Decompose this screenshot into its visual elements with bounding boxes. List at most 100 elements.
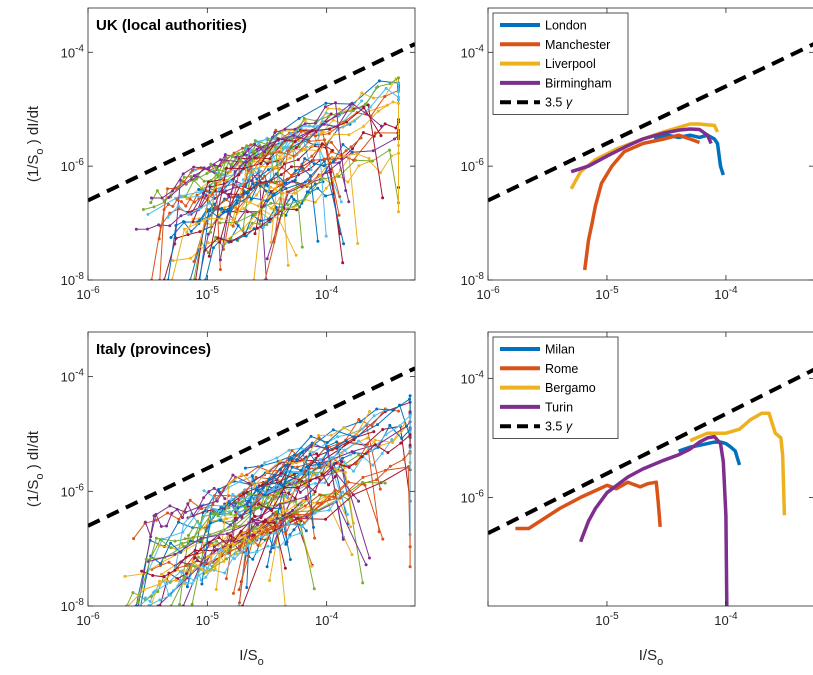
trajectory-point	[350, 150, 354, 154]
trajectory-point	[349, 525, 353, 529]
trajectory-point	[292, 154, 296, 158]
trajectory-point	[287, 519, 291, 523]
trajectory-point	[234, 180, 238, 184]
trajectory-point	[347, 200, 351, 204]
y-tick-label: 10-4	[61, 368, 85, 385]
trajectory-point	[150, 196, 153, 200]
trajectory-point	[148, 600, 152, 603]
trajectory-point	[383, 481, 387, 485]
trajectory-point	[141, 208, 145, 211]
trajectory-point	[252, 212, 256, 216]
trajectory-point	[185, 585, 189, 589]
trajectory-point	[243, 466, 247, 470]
trajectory-point	[177, 517, 181, 521]
trajectory-point	[255, 147, 259, 151]
trajectory-point	[319, 475, 323, 479]
trajectory-point	[162, 575, 166, 579]
trajectory-point	[245, 473, 249, 477]
trajectory-point	[184, 555, 188, 559]
trajectory-point	[256, 204, 260, 208]
trajectory-point	[157, 544, 161, 547]
trajectory-point	[214, 182, 218, 185]
reference-dashed-line	[88, 366, 415, 528]
trajectory-point	[352, 119, 356, 123]
trajectory-point	[225, 532, 229, 536]
trajectory-point	[301, 498, 305, 502]
trajectory-point	[199, 536, 203, 540]
trajectory-point	[246, 169, 250, 172]
trajectory-point	[240, 472, 244, 476]
trajectory-point	[234, 513, 237, 517]
trajectory-point	[168, 224, 172, 228]
trajectory-point	[218, 268, 222, 271]
trajectory-point	[352, 451, 356, 455]
trajectory-point	[309, 434, 313, 438]
trajectory-point	[249, 172, 253, 176]
trajectory-point	[397, 81, 400, 85]
trajectory-point	[357, 439, 361, 443]
trajectory-point	[408, 413, 412, 417]
trajectory-point	[280, 158, 284, 161]
trajectory-point	[298, 531, 302, 535]
trajectory-point	[379, 124, 383, 128]
trajectory-point	[205, 171, 209, 175]
trajectory-point	[229, 162, 233, 166]
trajectory-point	[260, 464, 264, 468]
trajectory-point	[224, 189, 228, 193]
trajectory-point	[191, 168, 194, 172]
trajectory-point	[222, 173, 226, 177]
trajectory-point	[255, 177, 259, 181]
trajectory-point	[375, 478, 378, 482]
trajectory-point	[291, 461, 295, 465]
trajectory-point	[179, 194, 183, 198]
trajectory-point	[160, 572, 163, 576]
trajectory-point	[190, 602, 194, 606]
trajectory-point	[265, 223, 269, 227]
trajectory-point	[379, 134, 383, 138]
trajectory-point	[264, 518, 267, 522]
trajectory-point	[343, 448, 347, 452]
trajectory-point	[233, 523, 237, 527]
trajectory-point	[270, 509, 273, 512]
trajectory-point	[238, 159, 241, 163]
trajectory-point	[198, 218, 202, 222]
trajectory-point	[179, 200, 183, 204]
trajectory-point	[360, 91, 364, 95]
trajectory-point	[179, 579, 183, 583]
trajectory-point	[151, 574, 155, 577]
trajectory-point	[345, 513, 349, 516]
trajectory-point	[310, 129, 314, 132]
trajectory-point	[237, 535, 241, 539]
x-tick-label: 10-6	[76, 611, 100, 628]
trajectory-point	[357, 164, 361, 168]
trajectory-point	[326, 106, 330, 110]
trajectory-point	[249, 143, 253, 147]
trajectory-point	[283, 566, 287, 570]
trajectory-point	[248, 226, 252, 230]
trajectory-point	[191, 220, 195, 224]
trajectory-point	[265, 182, 268, 186]
reference-dashed-line	[488, 42, 813, 203]
trajectory-point	[362, 106, 366, 110]
trajectory-point	[342, 242, 346, 246]
trajectory-point	[217, 536, 221, 540]
trajectory-point	[252, 533, 256, 537]
trajectory-point	[323, 105, 327, 109]
trajectory-point	[169, 236, 173, 239]
trajectory-point	[185, 230, 189, 234]
trajectory-point	[310, 564, 314, 568]
trajectory-point	[256, 543, 260, 547]
trajectory-point	[235, 201, 239, 205]
trajectory-point	[263, 461, 267, 465]
trajectory-point	[239, 497, 243, 500]
trajectory-point	[398, 403, 402, 407]
trajectory-point	[227, 548, 231, 551]
trajectory-point	[354, 462, 358, 466]
trajectory-point	[408, 565, 412, 569]
trajectory-point	[241, 229, 245, 233]
trajectory-point	[313, 200, 317, 204]
trajectory-point	[367, 157, 371, 160]
trajectory-point	[391, 441, 395, 444]
trajectory-point	[262, 154, 266, 157]
trajectory-point	[185, 197, 189, 201]
